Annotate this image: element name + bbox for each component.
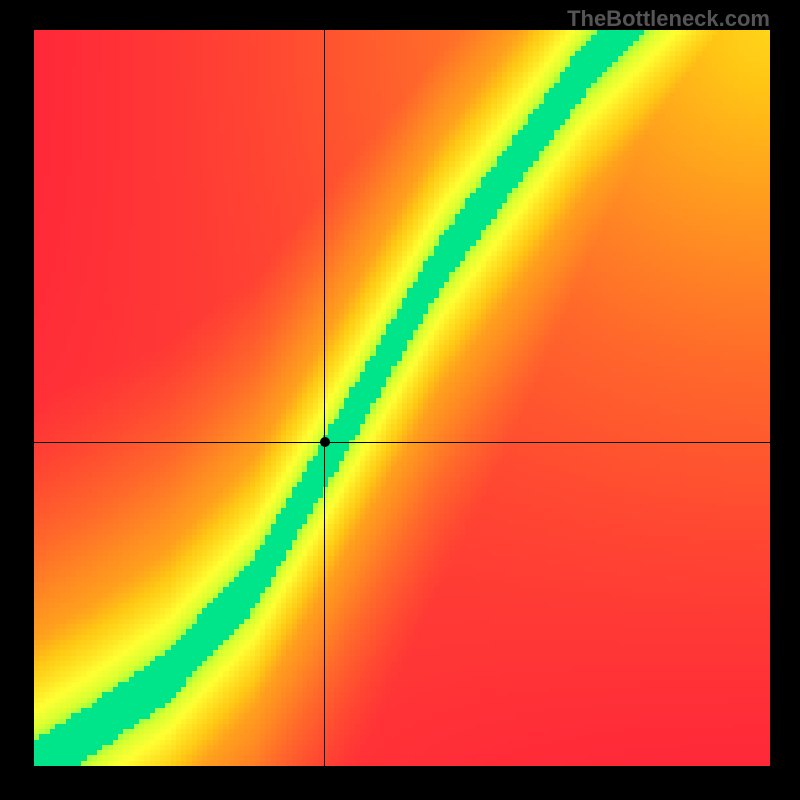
bottleneck-heatmap xyxy=(34,30,770,766)
crosshair-vertical xyxy=(324,30,325,766)
crosshair-marker xyxy=(320,437,330,447)
watermark-text: TheBottleneck.com xyxy=(567,6,770,32)
crosshair-horizontal xyxy=(34,442,770,443)
